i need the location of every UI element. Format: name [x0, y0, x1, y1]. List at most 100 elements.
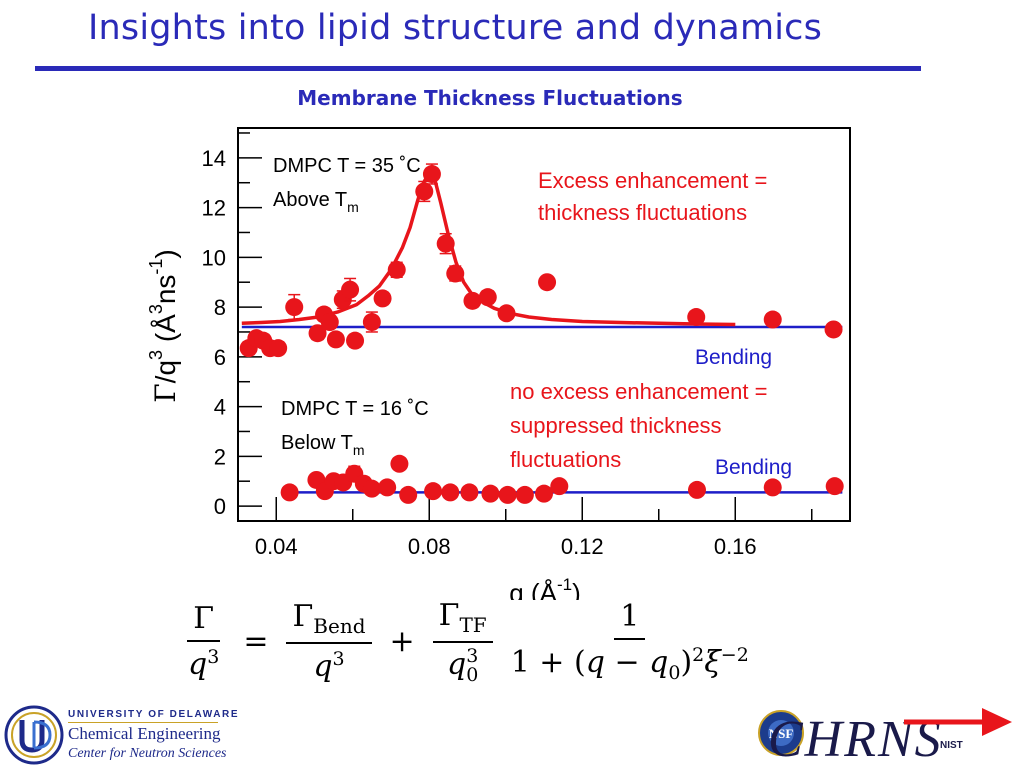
- eq-lorentz-den-q0: q: [649, 645, 669, 680]
- y-axis-label: Γ/q3 (Å3ns-1): [146, 249, 182, 403]
- point-35c: [824, 320, 843, 339]
- title-rule: [35, 66, 921, 71]
- eq-lorentz-den-minus: −: [604, 645, 650, 680]
- chart-marks: 0 2 4 6 8 10 12 14 0.04 0.08 0.12 0.16: [202, 132, 844, 559]
- chart-title: Membrane Thickness Fluctuations: [297, 86, 683, 110]
- point-16c: [763, 478, 782, 497]
- point-35c: [478, 288, 497, 307]
- point-35c: [373, 289, 392, 308]
- eq-lorentz-den-xi-sup: −2: [720, 644, 749, 666]
- nist-text: NIST: [940, 740, 963, 751]
- x-tick-label: 0.04: [255, 534, 298, 559]
- plot-frame: [237, 127, 851, 522]
- eq-bend-den: q: [313, 649, 333, 684]
- point-16c: [378, 478, 397, 497]
- point-35c: [538, 273, 557, 292]
- eq-bend-num-sub: Bend: [313, 614, 366, 638]
- point-16c: [688, 480, 706, 499]
- annotation-bending-upper: Bending: [695, 346, 772, 369]
- point-35c: [387, 260, 406, 279]
- point-35c: [308, 324, 327, 343]
- annotation-hot-line2: Above Tm: [273, 189, 359, 215]
- point-16c: [535, 484, 553, 503]
- y-axis-label-sup3: -1: [146, 259, 166, 275]
- point-35c: [436, 234, 455, 253]
- annotation-hot-line1: DMPC T = 35 ˚C: [273, 155, 421, 177]
- annotation-hot-line2-main: Above T: [273, 189, 347, 211]
- point-35c: [320, 313, 339, 332]
- x-axis-label-sup: -1: [557, 575, 572, 594]
- annotation-excess-line2: thickness fluctuations: [538, 200, 747, 225]
- x-tick-label: 0.08: [408, 534, 451, 559]
- y-axis-label-a: /q: [150, 360, 181, 383]
- y-tick-label: 10: [202, 245, 226, 270]
- y-tick-label: 12: [202, 196, 226, 221]
- y-tick-label: 6: [214, 345, 226, 370]
- annotation-noexcess-line1: no excess enhancement =: [510, 379, 767, 404]
- point-35c: [269, 339, 288, 358]
- point-16c: [825, 477, 844, 496]
- eq-plus: +: [389, 624, 415, 659]
- chrns-text: CHRNS: [768, 711, 943, 766]
- point-35c: [285, 298, 304, 317]
- point-35c: [446, 264, 465, 283]
- eq-lorentz-den-q: q: [585, 645, 605, 680]
- nsf-text: NSF: [769, 726, 794, 741]
- eq-tf-den: q: [447, 647, 467, 682]
- y-tick-label: 0: [214, 494, 226, 519]
- x-axis-label: q (Å-1): [509, 575, 580, 600]
- point-16c: [424, 482, 443, 501]
- eq-lorentz-num: 1: [620, 599, 640, 634]
- y-axis-label-c: ns: [150, 275, 181, 305]
- eq-tf-den-sub: 0: [466, 664, 479, 686]
- annotation-cold-line2-sub: m: [353, 442, 365, 458]
- eq-lorentz-fraction: 1 1 + (q − q0)2ξ−2: [505, 599, 755, 684]
- annotation-noexcess-line3: fluctuations: [510, 447, 621, 472]
- point-16c: [515, 485, 534, 504]
- eq-equals: =: [243, 624, 269, 659]
- ud-center: Center for Neutron Sciences: [68, 746, 227, 761]
- y-tick-label: 8: [214, 295, 226, 320]
- eq-tf-den-sup: 3: [466, 645, 479, 667]
- y-axis-label-d: ): [150, 249, 181, 258]
- chrns-logo: NSF CHRNS NIST: [758, 708, 1012, 766]
- point-35c: [346, 331, 365, 350]
- eq-lorentz-den-q0-sub: 0: [668, 662, 681, 684]
- y-axis-label-sup2: 3: [146, 304, 166, 314]
- eq-bend-fraction: ΓBend q3: [286, 599, 372, 684]
- annotation-excess-line1: Excess enhancement =: [538, 168, 767, 193]
- point-16c: [399, 485, 418, 504]
- ud-seal-logo: [4, 705, 64, 765]
- eq-bend-den-sup: 3: [332, 648, 345, 670]
- annotation-bending-lower: Bending: [715, 456, 792, 479]
- chrns-arrow: [982, 708, 1012, 736]
- eq-tf-num: Γ: [438, 598, 460, 633]
- point-16c: [441, 483, 460, 502]
- x-tick-label: 0.16: [714, 534, 757, 559]
- eq-lhs-den: q: [188, 647, 208, 682]
- y-tick-label: 14: [202, 146, 226, 171]
- point-35c: [497, 304, 516, 323]
- point-35c: [422, 165, 441, 184]
- eq-lorentz-den-xi: ξ: [704, 645, 721, 680]
- point-16c: [280, 483, 299, 502]
- point-35c: [415, 182, 434, 201]
- point-35c: [763, 310, 782, 329]
- x-tick-label: 0.12: [561, 534, 604, 559]
- eq-tf-num-sub: TF: [459, 613, 487, 637]
- point-16c: [362, 479, 381, 498]
- eq-bend-num: Γ: [292, 599, 314, 634]
- annotation-hot-line2-sub: m: [347, 199, 359, 215]
- point-16c: [390, 454, 409, 473]
- y-tick-label: 4: [214, 395, 226, 420]
- eq-lhs-fraction: Γ q3: [182, 601, 225, 682]
- point-35c: [463, 291, 482, 310]
- eq-lhs-den-sup: 3: [207, 646, 220, 668]
- eq-lorentz-den-b: ): [680, 645, 693, 680]
- eq-lhs-num: Γ: [193, 601, 215, 636]
- annotation-cold-line1: DMPC T = 16 ˚C: [281, 398, 429, 420]
- eq-lorentz-den-sup: 2: [692, 644, 705, 666]
- point-35c: [326, 330, 345, 349]
